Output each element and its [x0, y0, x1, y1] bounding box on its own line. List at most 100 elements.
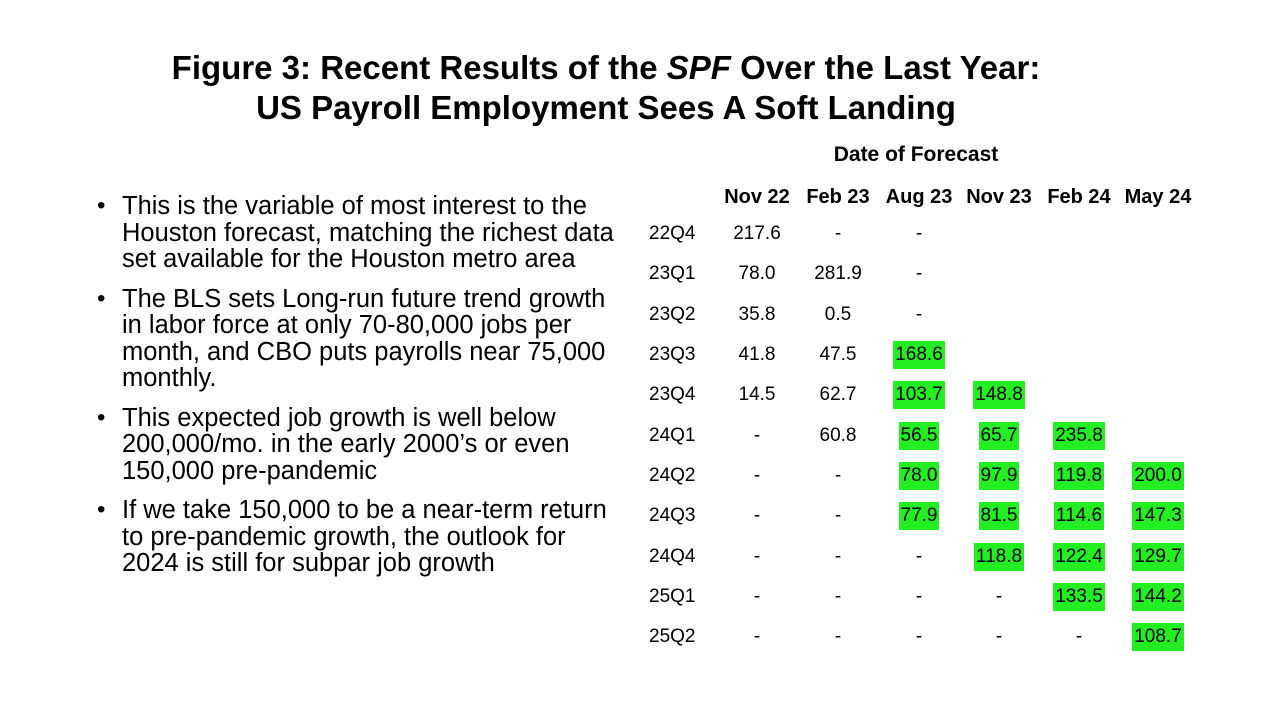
table-cell: - [959, 617, 1039, 657]
title-line-1: Figure 3: Recent Results of the SPF Over… [0, 48, 1212, 88]
row-label: 23Q2 [649, 303, 696, 325]
table-cell: - [717, 577, 797, 617]
bullet-text: This expected job growth is well below 2… [122, 403, 570, 485]
table-cell: - [797, 496, 879, 536]
table-row: 23Q2 35.8 0.5 - [643, 295, 1197, 335]
highlighted-value: 77.9 [898, 502, 940, 531]
cell-value: 281.9 [814, 263, 862, 285]
table-cell [1039, 214, 1119, 254]
column-header: Aug 23 [885, 185, 953, 208]
cell-value: - [915, 303, 923, 325]
cell-value: 78.0 [738, 263, 776, 285]
table-cell: - [797, 456, 879, 496]
table-cell: 144.2 [1119, 577, 1197, 617]
highlighted-value: 78.0 [898, 461, 940, 490]
cell-value: 47.5 [819, 344, 857, 366]
highlighted-value: 118.8 [973, 542, 1025, 571]
cell-value [1156, 233, 1160, 239]
cell-value [1156, 314, 1160, 320]
cell-value: - [834, 626, 842, 648]
title-spf-italic: SPF [666, 49, 731, 86]
table-cell: 62.7 [797, 375, 879, 415]
table-cell: - [879, 617, 959, 657]
table-cell: - [797, 214, 879, 254]
table-cell [959, 254, 1039, 294]
highlighted-value: 148.8 [973, 381, 1025, 410]
cell-value: - [915, 585, 923, 607]
cell-value [1077, 233, 1081, 239]
table-cell: 97.9 [959, 456, 1039, 496]
cell-value [1156, 354, 1160, 360]
cell-value: - [915, 223, 923, 245]
bullet-icon: • [97, 284, 106, 312]
table-cell: 78.0 [879, 456, 959, 496]
row-label: 25Q2 [649, 626, 696, 648]
bullet-item: • This is the variable of most interest t… [97, 192, 622, 273]
cell-value [1077, 273, 1081, 279]
cell-value [1156, 435, 1160, 441]
table-cell: 235.8 [1039, 415, 1119, 455]
table-cell [1039, 375, 1119, 415]
row-label: 24Q2 [649, 464, 696, 486]
cell-value [1077, 354, 1081, 360]
cell-value [1077, 394, 1081, 400]
table-row: 24Q3 - - 77.9 81.5 114.6 147.3 [643, 496, 1197, 536]
table-cell [1039, 335, 1119, 375]
table-cell: - [879, 577, 959, 617]
title-line-1-prefix: Figure 3: Recent Results of the [171, 49, 667, 86]
table-cell [959, 335, 1039, 375]
row-label: 22Q4 [649, 223, 696, 245]
table-cell [1119, 295, 1197, 335]
cell-value: - [834, 223, 842, 245]
cell-value: - [834, 464, 842, 486]
table-body: 22Q4 217.6- -23Q1 78.0 281.9-23Q2 35.8 0.5-23Q… [643, 214, 1197, 657]
cell-value: - [753, 505, 761, 527]
table-cell: - [879, 536, 959, 576]
table-cell: 168.6 [879, 335, 959, 375]
table-cell: - [717, 456, 797, 496]
table-cell [959, 214, 1039, 254]
title-line-1-suffix: Over the Last Year: [730, 49, 1041, 86]
title-line-2: US Payroll Employment Sees A Soft Landin… [256, 89, 956, 126]
highlighted-value: 147.3 [1132, 502, 1184, 531]
bullet-icon: • [97, 192, 106, 219]
forecast-table: Nov 22 Feb 23 Aug 23 Nov 23 Feb 24 May 2… [643, 180, 1197, 657]
highlighted-value: 103.7 [893, 381, 945, 410]
cell-value [997, 354, 1001, 360]
column-header: Feb 24 [1047, 185, 1111, 208]
highlighted-value: 200.0 [1132, 461, 1184, 490]
cell-value: - [834, 545, 842, 567]
cell-value: - [834, 505, 842, 527]
table-cell: 47.5 [797, 335, 879, 375]
highlighted-value: 65.7 [978, 421, 1020, 450]
table-cell: 281.9 [797, 254, 879, 294]
cell-value: - [995, 585, 1003, 607]
table-cell: 65.7 [959, 415, 1039, 455]
highlighted-value: 144.2 [1132, 582, 1184, 611]
highlighted-value: 108.7 [1132, 623, 1184, 652]
table-cell: 81.5 [959, 496, 1039, 536]
table-row: 24Q2 - - 78.0 97.9 119.8 200.0 [643, 456, 1197, 496]
highlighted-value: 122.4 [1053, 542, 1105, 571]
table-heading: Date of Forecast [833, 143, 999, 166]
table-row: 22Q4 217.6 - - [643, 214, 1197, 254]
cell-value: 217.6 [733, 223, 781, 245]
table-cell [1119, 335, 1197, 375]
table-cell: - [879, 295, 959, 335]
cell-value [997, 273, 1001, 279]
table-cell: - [797, 617, 879, 657]
table-cell [1039, 254, 1119, 294]
cell-value: - [995, 626, 1003, 648]
table-row: 23Q3 41.8 47.5 168.6 [643, 335, 1197, 375]
row-label: 24Q4 [649, 545, 696, 567]
table-cell: 41.8 [717, 335, 797, 375]
table-cell [1119, 214, 1197, 254]
table-cell: - [959, 577, 1039, 617]
bullet-item: • The BLS sets Long-run future trend grow… [97, 284, 622, 392]
cell-value [997, 314, 1001, 320]
table-cell: 217.6 [717, 214, 797, 254]
table-row: 25Q1 - - - - 133.5 144.2 [643, 577, 1197, 617]
table-cell: - [797, 536, 879, 576]
cell-value [1156, 273, 1160, 279]
row-label: 24Q1 [649, 424, 696, 446]
